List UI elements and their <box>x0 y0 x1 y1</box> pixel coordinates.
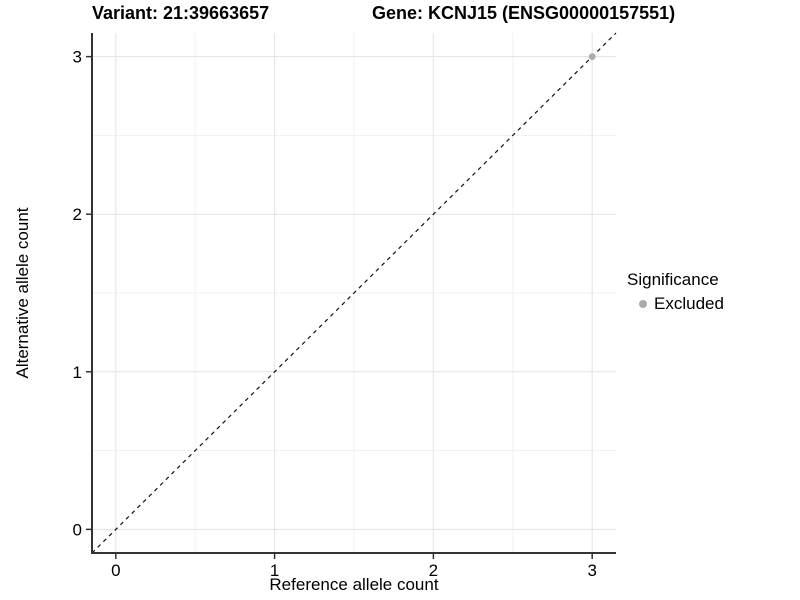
y-tick-label: 2 <box>73 205 82 224</box>
y-axis-title: Alternative allele count <box>13 207 32 379</box>
excluded-point-icon <box>639 300 647 308</box>
identity-line <box>91 32 617 554</box>
data-point <box>588 53 596 61</box>
x-tick-label: 2 <box>429 561 438 580</box>
legend: Significance Excluded <box>627 270 724 315</box>
y-tick-label: 3 <box>73 48 82 67</box>
variant-title: Variant: 21:39663657 <box>92 3 270 23</box>
x-tick-label: 3 <box>587 561 596 580</box>
legend-item-label: Excluded <box>654 294 724 313</box>
legend-item-excluded: Excluded <box>627 293 724 315</box>
gene-title: Gene: KCNJ15 (ENSG00000157551) <box>372 3 676 23</box>
x-axis-title: Reference allele count <box>269 575 439 594</box>
y-tick-label: 0 <box>73 520 82 539</box>
x-tick-label: 0 <box>111 561 120 580</box>
legend-title: Significance <box>627 270 719 289</box>
legend-key <box>632 293 654 315</box>
x-tick-label: 1 <box>270 561 279 580</box>
y-tick-label: 1 <box>73 363 82 382</box>
